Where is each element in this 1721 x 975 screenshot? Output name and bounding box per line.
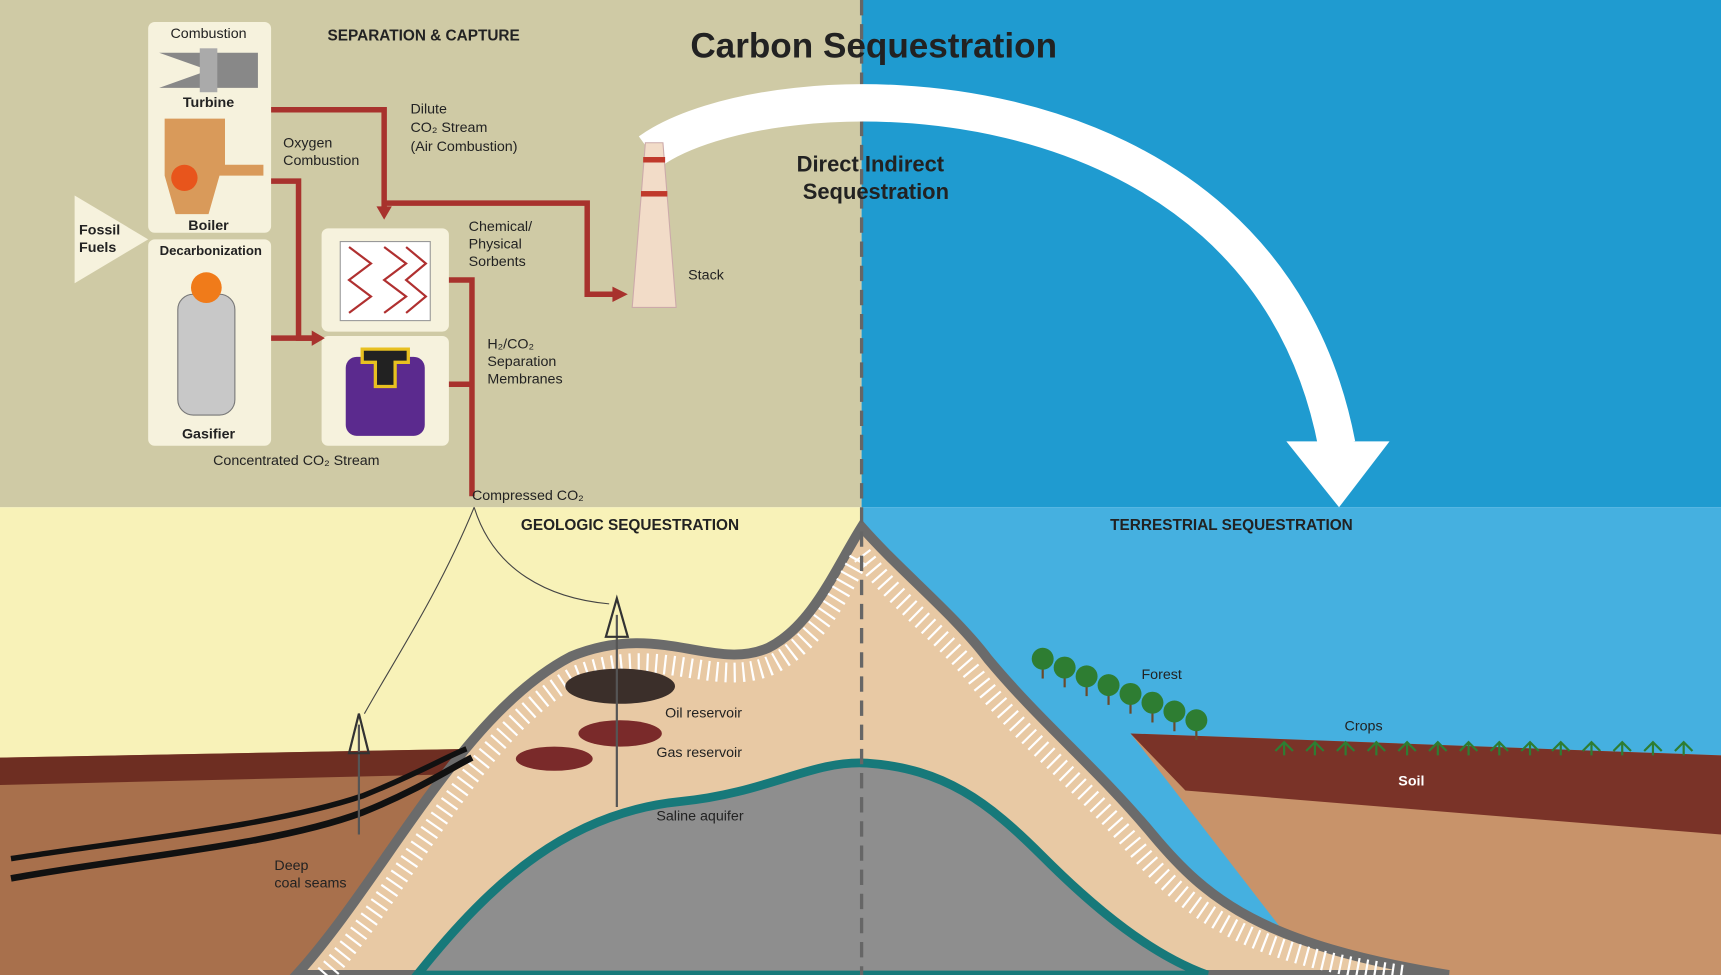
label: Gasifier xyxy=(182,427,236,443)
label: Turbine xyxy=(183,95,234,111)
label: Combustion xyxy=(283,153,359,169)
label: Decarbonization xyxy=(160,243,262,258)
label: Stack xyxy=(688,267,725,283)
label: CO₂ Stream xyxy=(410,120,487,136)
label: (Air Combustion) xyxy=(410,139,517,155)
label: Sequestration xyxy=(803,179,949,204)
label: Saline aquifer xyxy=(656,809,743,825)
label: Deep xyxy=(274,858,308,874)
label: Separation xyxy=(487,354,556,370)
label: Fossil xyxy=(79,222,120,238)
label: Combustion xyxy=(170,26,246,42)
label: Gas reservoir xyxy=(656,745,742,761)
plant xyxy=(1141,692,1163,714)
label: H₂/CO₂ xyxy=(487,337,534,353)
diagram: Carbon Sequestration SEPARATION & CAPTUR… xyxy=(0,0,1721,975)
label: Membranes xyxy=(487,372,562,388)
label: Forest xyxy=(1141,667,1181,683)
plant xyxy=(1054,657,1076,679)
label: Compressed CO₂ xyxy=(472,488,584,504)
label: Crops xyxy=(1345,719,1383,735)
title: Carbon Sequestration xyxy=(690,27,1057,66)
label: Chemical/ xyxy=(469,219,532,235)
label: Direct Indirect xyxy=(797,152,945,177)
label: coal seams xyxy=(274,876,346,892)
label: Sorbents xyxy=(469,254,526,270)
section-heading: TERRESTRIAL SEQUESTRATION xyxy=(1110,517,1353,534)
label: Concentrated CO₂ Stream xyxy=(213,453,379,469)
label: Soil xyxy=(1398,774,1424,790)
label: Boiler xyxy=(188,218,229,234)
plant xyxy=(1163,701,1185,723)
label: Dilute xyxy=(410,102,447,118)
plant xyxy=(1076,665,1098,687)
section-heading: GEOLOGIC SEQUESTRATION xyxy=(521,517,739,534)
plant xyxy=(1120,683,1142,705)
plant xyxy=(1032,648,1054,670)
plant xyxy=(1098,674,1120,696)
label: Oil reservoir xyxy=(665,705,742,721)
label: Fuels xyxy=(79,240,116,256)
plant xyxy=(1185,709,1207,731)
label: Oxygen xyxy=(283,136,332,152)
label: Physical xyxy=(469,237,522,253)
section-heading: SEPARATION & CAPTURE xyxy=(328,27,520,44)
